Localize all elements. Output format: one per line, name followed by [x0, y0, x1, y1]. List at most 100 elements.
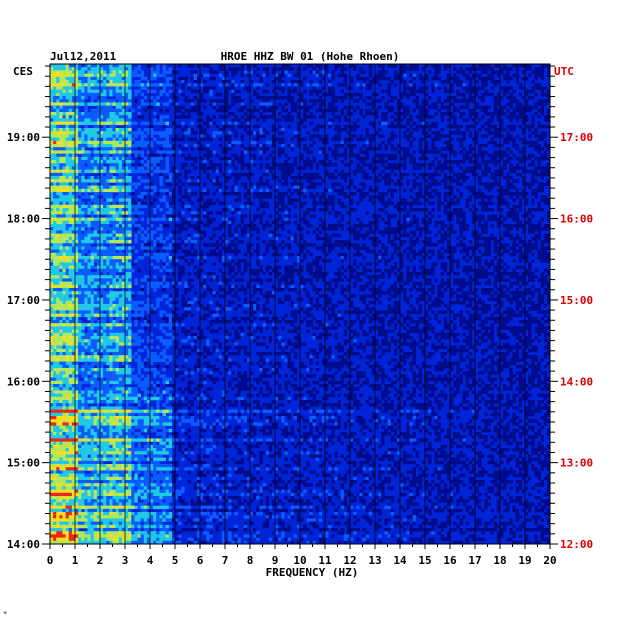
- heatmap-cell: [303, 112, 307, 116]
- heatmap-cell: [378, 105, 382, 110]
- heatmap-cell: [109, 204, 113, 209]
- heatmap-cell: [65, 217, 70, 222]
- heatmap-cell: [331, 201, 335, 206]
- heatmap-cell: [234, 70, 238, 74]
- heatmap-cell: [262, 204, 266, 209]
- heatmap-cell: [356, 169, 360, 174]
- heatmap-cell: [93, 147, 98, 151]
- heatmap-cell: [315, 192, 320, 196]
- heatmap-cell: [490, 124, 495, 129]
- heatmap-cell: [128, 179, 132, 183]
- heatmap-cell: [456, 163, 460, 167]
- heatmap-cell: [225, 96, 229, 100]
- heatmap-cell: [75, 227, 79, 231]
- heatmap-cell: [400, 73, 404, 78]
- heatmap-cell: [481, 70, 485, 74]
- heatmap-cell: [496, 160, 501, 164]
- heatmap-cell: [156, 227, 160, 231]
- heatmap-cell: [96, 108, 101, 113]
- heatmap-cell: [481, 67, 485, 71]
- heatmap-cell: [325, 163, 329, 167]
- heatmap-cell: [443, 140, 448, 145]
- heatmap-cell: [81, 160, 85, 164]
- heatmap-cell: [509, 166, 513, 170]
- heatmap-cell: [484, 121, 488, 126]
- heatmap-cell: [456, 182, 460, 186]
- heatmap-cell: [87, 121, 91, 126]
- heatmap-cell: [84, 67, 88, 71]
- heatmap-cell: [240, 83, 245, 87]
- heatmap-cell: [390, 108, 395, 113]
- heatmap-cell: [453, 211, 457, 215]
- heatmap-cell: [187, 153, 191, 158]
- heatmap-cell: [68, 153, 73, 158]
- heatmap-cell: [53, 188, 57, 193]
- heatmap-cell: [118, 92, 123, 97]
- heatmap-cell: [253, 217, 257, 222]
- heatmap-cell: [281, 83, 285, 87]
- heatmap-cell: [56, 211, 60, 215]
- heatmap-cell: [446, 185, 451, 190]
- heatmap-cell: [225, 108, 229, 113]
- heatmap-cell: [106, 214, 110, 218]
- heatmap-cell: [240, 64, 245, 68]
- heatmap-cell: [543, 64, 548, 68]
- heatmap-cell: [546, 64, 551, 68]
- heatmap-cell: [121, 156, 126, 161]
- heatmap-cell: [253, 163, 257, 167]
- heatmap-cell: [128, 67, 132, 71]
- heatmap-cell: [384, 211, 388, 215]
- heatmap-cell: [87, 224, 91, 228]
- heatmap-cell: [425, 214, 429, 218]
- heatmap-cell: [175, 243, 179, 247]
- heatmap-cell: [321, 124, 326, 129]
- heatmap-cell: [65, 208, 70, 212]
- heatmap-cell: [437, 150, 441, 154]
- heatmap-cell: [103, 73, 107, 78]
- heatmap-cell: [525, 214, 529, 218]
- heatmap-cell: [306, 156, 310, 161]
- heatmap-cell: [365, 140, 370, 145]
- heatmap-cell: [234, 99, 238, 103]
- heatmap-cell: [506, 156, 510, 161]
- heatmap-cell: [384, 89, 388, 94]
- heatmap-cell: [506, 86, 510, 90]
- heatmap-cell: [68, 230, 73, 234]
- heatmap-cell: [128, 147, 132, 151]
- heatmap-cell: [496, 195, 501, 199]
- heatmap-cell: [484, 80, 488, 84]
- heatmap-cell: [153, 160, 157, 164]
- heatmap-cell: [459, 230, 463, 234]
- heatmap-cell: [121, 96, 126, 100]
- heatmap-cell: [318, 115, 323, 119]
- heatmap-cell: [368, 86, 373, 90]
- heatmap-cell: [56, 220, 60, 225]
- heatmap-cell: [531, 201, 535, 206]
- heatmap-cell: [262, 192, 266, 196]
- heatmap-cell: [200, 236, 204, 241]
- heatmap-cell: [400, 112, 404, 116]
- heatmap-cell: [334, 105, 338, 110]
- heatmap-cell: [387, 188, 391, 193]
- heatmap-cell: [143, 76, 148, 81]
- heatmap-cell: [534, 172, 538, 177]
- heatmap-cell: [396, 208, 401, 212]
- heatmap-cell: [293, 220, 298, 225]
- heatmap-cell: [281, 198, 285, 202]
- heatmap-cell: [440, 153, 445, 158]
- heatmap-cell: [218, 227, 223, 231]
- heatmap-cell: [321, 70, 326, 74]
- heatmap-cell: [268, 96, 273, 100]
- heatmap-cell: [350, 105, 354, 110]
- heatmap-cell: [309, 105, 313, 110]
- heatmap-cell: [68, 86, 73, 90]
- heatmap-cell: [484, 227, 488, 231]
- heatmap-cell: [540, 102, 545, 106]
- heatmap-cell: [240, 134, 245, 138]
- heatmap-cell: [415, 192, 420, 196]
- heatmap-cell: [259, 198, 263, 202]
- heatmap-cell: [303, 163, 307, 167]
- heatmap-cell: [231, 67, 235, 71]
- heatmap-cell: [428, 230, 432, 234]
- heatmap-cell: [146, 163, 151, 167]
